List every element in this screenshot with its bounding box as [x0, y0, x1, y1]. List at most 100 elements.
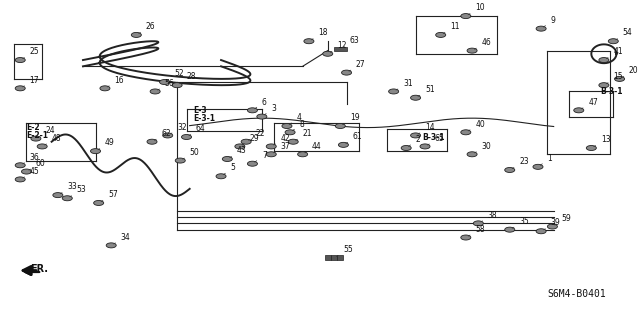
Text: 33: 33	[60, 182, 77, 194]
Text: 37: 37	[274, 142, 291, 153]
Text: B-3-1: B-3-1	[422, 133, 444, 142]
Circle shape	[222, 157, 232, 161]
Circle shape	[175, 158, 185, 163]
Circle shape	[241, 139, 251, 144]
Text: 48: 48	[45, 134, 61, 145]
Circle shape	[182, 135, 191, 139]
Circle shape	[248, 161, 257, 166]
Text: 2: 2	[408, 135, 420, 146]
Text: 24: 24	[38, 126, 55, 137]
Text: E-3: E-3	[193, 106, 207, 115]
Circle shape	[411, 133, 420, 138]
Circle shape	[15, 86, 25, 91]
Text: 58: 58	[468, 225, 485, 236]
Text: 63: 63	[342, 36, 360, 48]
Text: 42: 42	[274, 134, 291, 145]
Text: 64: 64	[189, 124, 205, 136]
Text: E-3-1: E-3-1	[193, 114, 215, 123]
Text: 3: 3	[264, 104, 276, 115]
Text: 30: 30	[474, 142, 492, 153]
Circle shape	[298, 152, 308, 157]
Circle shape	[37, 144, 47, 149]
Circle shape	[599, 83, 609, 88]
Circle shape	[150, 89, 160, 94]
Circle shape	[62, 196, 72, 201]
Text: S6M4-B0401: S6M4-B0401	[547, 289, 606, 299]
Text: FR.: FR.	[29, 264, 47, 274]
Text: 18: 18	[311, 28, 328, 40]
Circle shape	[335, 123, 346, 129]
Text: 40: 40	[468, 120, 485, 131]
Circle shape	[100, 86, 110, 91]
Circle shape	[257, 114, 267, 119]
Text: 17: 17	[22, 76, 39, 87]
Circle shape	[505, 167, 515, 173]
Circle shape	[216, 174, 226, 179]
Text: 14: 14	[418, 123, 435, 134]
Circle shape	[323, 51, 333, 56]
Circle shape	[339, 142, 348, 147]
Circle shape	[304, 39, 314, 44]
Circle shape	[388, 89, 399, 94]
Text: 7: 7	[255, 151, 267, 162]
Text: 53: 53	[70, 185, 86, 197]
Text: 5: 5	[223, 164, 236, 175]
Text: 54: 54	[616, 28, 632, 40]
Text: 57: 57	[101, 190, 118, 202]
Text: 6: 6	[255, 98, 267, 109]
Text: 52: 52	[167, 69, 184, 81]
Circle shape	[22, 169, 31, 174]
Circle shape	[159, 79, 170, 85]
Circle shape	[248, 108, 257, 113]
Text: 51: 51	[418, 85, 435, 96]
Circle shape	[266, 144, 276, 149]
Circle shape	[235, 144, 245, 149]
Text: B-3-1: B-3-1	[601, 87, 623, 96]
Circle shape	[90, 149, 100, 154]
Circle shape	[106, 243, 116, 248]
Text: 26: 26	[139, 22, 156, 33]
Circle shape	[147, 139, 157, 144]
Text: 55: 55	[337, 245, 353, 256]
Circle shape	[15, 57, 25, 63]
Circle shape	[599, 57, 609, 63]
Circle shape	[411, 95, 420, 100]
Text: 4: 4	[289, 113, 301, 124]
Circle shape	[467, 152, 477, 157]
Bar	[337, 256, 344, 260]
Text: 32: 32	[170, 123, 187, 134]
Text: 31: 31	[396, 79, 413, 90]
Circle shape	[172, 83, 182, 88]
Circle shape	[461, 235, 471, 240]
Text: 23: 23	[512, 157, 529, 168]
Text: 61: 61	[346, 132, 362, 144]
Circle shape	[608, 39, 618, 44]
Text: 56: 56	[157, 79, 174, 90]
Text: 60: 60	[29, 159, 45, 170]
Text: 34: 34	[114, 233, 131, 244]
Text: 44: 44	[305, 142, 322, 153]
Circle shape	[586, 145, 596, 151]
Circle shape	[93, 200, 104, 205]
Text: 11: 11	[443, 22, 460, 33]
Text: 39: 39	[543, 219, 560, 230]
Text: 29: 29	[243, 134, 259, 145]
Text: 28: 28	[179, 72, 196, 84]
Text: 50: 50	[182, 148, 200, 159]
Text: 19: 19	[342, 113, 359, 125]
Circle shape	[420, 144, 430, 149]
Text: 13: 13	[594, 135, 611, 147]
Circle shape	[436, 33, 445, 37]
Text: 21: 21	[296, 129, 312, 140]
Bar	[331, 256, 337, 260]
Circle shape	[131, 33, 141, 37]
Circle shape	[401, 145, 412, 151]
Circle shape	[536, 26, 546, 31]
Circle shape	[288, 139, 298, 144]
Text: 36: 36	[22, 152, 40, 164]
Text: 47: 47	[581, 98, 598, 109]
Text: 41: 41	[606, 47, 623, 59]
Text: 1: 1	[540, 154, 552, 165]
Circle shape	[547, 224, 557, 229]
Circle shape	[467, 48, 477, 53]
